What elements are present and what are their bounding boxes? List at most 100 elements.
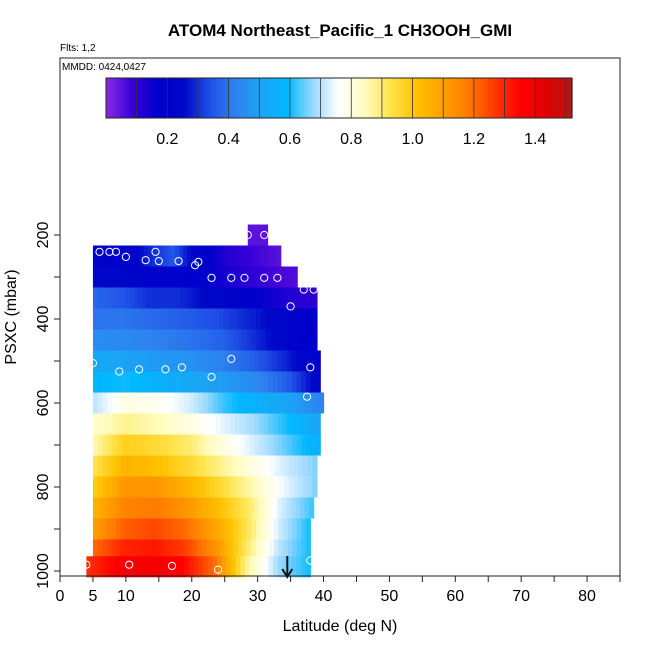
heatmap-cell bbox=[263, 434, 269, 456]
heatmap-cell bbox=[220, 434, 227, 456]
heatmap-cell bbox=[282, 413, 288, 435]
heatmap-cell bbox=[135, 371, 141, 393]
heatmap-cell bbox=[202, 245, 207, 267]
heatmap-cell bbox=[296, 518, 302, 540]
heatmap-cell bbox=[159, 434, 165, 456]
colorbar-segment bbox=[150, 78, 154, 118]
heatmap-cell bbox=[203, 392, 209, 414]
heatmap-cell bbox=[101, 266, 107, 288]
heatmap-cell bbox=[102, 476, 108, 498]
heatmap-cell bbox=[114, 556, 120, 578]
heatmap-cell bbox=[192, 434, 198, 456]
heatmap-cell bbox=[140, 434, 146, 456]
heatmap-cell bbox=[265, 392, 272, 414]
heatmap-cell bbox=[261, 392, 267, 414]
heatmap-cell bbox=[246, 287, 252, 309]
heatmap-cell bbox=[228, 518, 234, 540]
colorbar-segment bbox=[175, 78, 179, 118]
colorbar-segment bbox=[278, 78, 282, 118]
heatmap-cell bbox=[198, 497, 204, 519]
heatmap-cell bbox=[229, 266, 234, 288]
heatmap-cell bbox=[217, 497, 223, 519]
data-point bbox=[306, 556, 315, 565]
heatmap-cell bbox=[120, 455, 127, 477]
heatmap-cell bbox=[312, 287, 318, 309]
colorbar-segment bbox=[432, 78, 436, 118]
data-point bbox=[125, 560, 134, 569]
heatmap-cell bbox=[242, 455, 248, 477]
heatmap-cell bbox=[271, 287, 277, 309]
colorbar-segment bbox=[220, 78, 224, 118]
heatmap-cell bbox=[95, 556, 101, 578]
heatmap-cell bbox=[138, 539, 144, 561]
heatmap-cell bbox=[226, 556, 232, 578]
colorbar-segment bbox=[143, 78, 147, 118]
data-point bbox=[95, 247, 104, 256]
heatmap-cell bbox=[315, 371, 321, 393]
heatmap-cell bbox=[315, 350, 321, 372]
colorbar-segment bbox=[366, 78, 370, 118]
heatmap-cell bbox=[178, 413, 184, 435]
colorbar-segment bbox=[252, 78, 256, 118]
heatmap-cell bbox=[163, 287, 169, 309]
heatmap-cell bbox=[181, 329, 187, 351]
heatmap-cell bbox=[246, 329, 253, 351]
heatmap-cell bbox=[152, 497, 158, 519]
heatmap-cell bbox=[270, 455, 276, 477]
heatmap-cell bbox=[214, 245, 219, 267]
colorbar-segment bbox=[301, 78, 305, 118]
heatmap-cell bbox=[242, 539, 248, 561]
heatmap-cell bbox=[126, 413, 132, 435]
heatmap-cell bbox=[100, 556, 106, 578]
colorbar-segment bbox=[171, 78, 175, 118]
heatmap-cell bbox=[182, 413, 189, 435]
heatmap-cell bbox=[265, 518, 271, 540]
heatmap-cell bbox=[151, 245, 157, 267]
heatmap-cell bbox=[201, 518, 207, 540]
heatmap-cell bbox=[253, 371, 260, 393]
data-point bbox=[161, 365, 170, 374]
heatmap-cell bbox=[124, 245, 129, 267]
heatmap-cell bbox=[187, 371, 193, 393]
heatmap-cell bbox=[121, 434, 127, 456]
colorbar-segment bbox=[276, 78, 280, 118]
heatmap-cell bbox=[209, 329, 215, 351]
colorbar-segment bbox=[287, 78, 291, 118]
colorbar-segment bbox=[413, 78, 417, 118]
heatmap-cell bbox=[249, 556, 255, 578]
heatmap-cell bbox=[245, 556, 251, 578]
heatmap-cell bbox=[301, 371, 307, 393]
data-point bbox=[260, 230, 269, 240]
heatmap-cell bbox=[176, 476, 183, 498]
x-tick-label: 0 bbox=[56, 588, 65, 605]
heatmap-cell bbox=[302, 476, 309, 498]
heatmap-cell bbox=[102, 308, 108, 330]
heatmap-cell bbox=[144, 266, 149, 288]
colorbar-segment bbox=[229, 78, 233, 118]
heatmap-cell bbox=[188, 518, 194, 540]
colorbar-segment bbox=[280, 78, 284, 118]
heatmap-cell bbox=[204, 329, 211, 351]
heatmap-cell bbox=[92, 476, 99, 498]
heatmap-cell bbox=[222, 245, 227, 267]
heatmap-cell bbox=[220, 371, 227, 393]
arrow-head bbox=[281, 568, 294, 579]
heatmap-cell bbox=[230, 413, 236, 435]
heatmap-cell bbox=[120, 329, 127, 351]
heatmap-cell bbox=[133, 539, 139, 561]
heatmap-cell bbox=[292, 266, 298, 288]
colorbar-segment bbox=[565, 78, 568, 118]
heatmap-cell bbox=[282, 371, 288, 393]
heatmap-cell bbox=[153, 455, 159, 477]
heatmap-cell bbox=[203, 497, 209, 519]
colorbar-segment bbox=[129, 78, 133, 118]
heatmap-cell bbox=[237, 539, 244, 561]
heatmap-cell bbox=[291, 556, 297, 578]
heatmap-cell bbox=[267, 266, 273, 288]
colorbar-segment bbox=[320, 78, 324, 118]
heatmap-cell bbox=[162, 476, 169, 498]
heatmap-cell bbox=[258, 266, 264, 288]
heatmap-cell bbox=[265, 476, 271, 498]
colorbar-segment bbox=[497, 78, 501, 118]
colorbar-segment bbox=[112, 78, 116, 118]
